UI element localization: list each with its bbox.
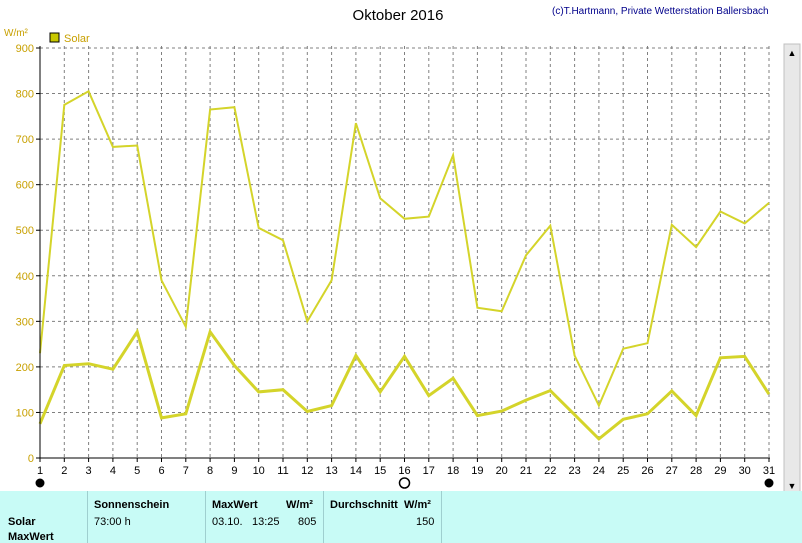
x-tick-label: 16 — [398, 465, 410, 477]
y-tick-label: 300 — [16, 316, 34, 328]
x-tick-label: 10 — [253, 465, 265, 477]
x-axis-ticks: 1 2 3 4 5 6 7 8 9 10 11 12 13 14 15 16 17 18 19 20 21 22 23 24 2… — [37, 458, 775, 477]
x-tick-label: 25 — [617, 465, 629, 477]
x-tick-label: 19 — [471, 465, 483, 477]
x-tick-label: 21 — [520, 465, 532, 477]
credit-text: (c)T.Hartmann, Private Wetterstation Bal… — [552, 6, 769, 17]
sunshine-header: Sonnenschein — [94, 499, 170, 511]
x-tick-label: 12 — [301, 465, 313, 477]
x-tick-label: 1 — [37, 465, 43, 477]
x-tick-label: 7 — [183, 465, 189, 477]
row-label-solar: Solar — [8, 516, 36, 528]
vertical-scrollbar[interactable] — [783, 43, 801, 491]
x-tick-label: 8 — [207, 465, 213, 477]
x-tick-label: 20 — [496, 465, 508, 477]
legend-label: Solar — [64, 33, 90, 45]
x-tick-label: 13 — [325, 465, 337, 477]
sunshine-cell: Sonnenschein 73:00 h — [88, 491, 206, 543]
x-tick-label: 24 — [593, 465, 605, 477]
avg-unit: W/m² — [404, 499, 431, 511]
y-axis-unit: W/m² — [4, 28, 29, 39]
sunshine-value: 73:00 h — [94, 516, 131, 528]
y-tick-label: 0 — [28, 453, 34, 465]
x-tick-label: 17 — [423, 465, 435, 477]
day-markers — [35, 477, 774, 489]
chart-title: Oktober 2016 — [353, 7, 444, 24]
x-tick-label: 3 — [86, 465, 92, 477]
row-label-max: MaxWert — [8, 531, 54, 543]
x-tick-label: 29 — [714, 465, 726, 477]
x-tick-label: 28 — [690, 465, 702, 477]
x-tick-label: 26 — [641, 465, 653, 477]
y-axis-ticks: 0 100 200 300 400 500 600 700 800 900 — [16, 43, 40, 465]
avg-value: 150 — [416, 516, 435, 528]
solar-chart: Oktober 2016 (c)T.Hartmann, Private Wett… — [4, 6, 801, 491]
legend-swatch — [49, 32, 60, 43]
y-tick-label: 800 — [16, 89, 34, 101]
grid-lines — [40, 46, 770, 458]
x-tick-label: 22 — [544, 465, 556, 477]
x-tick-label: 31 — [763, 465, 775, 477]
y-tick-label: 700 — [16, 134, 34, 146]
average-cell: Durchschnitt W/m² 150 — [324, 491, 442, 543]
x-tick-label: 5 — [134, 465, 140, 477]
x-tick-label: 27 — [666, 465, 678, 477]
y-tick-label: 500 — [16, 225, 34, 237]
x-tick-label: 4 — [110, 465, 116, 477]
max-unit: W/m² — [286, 499, 313, 511]
max-time: 13:25 — [252, 516, 280, 528]
y-tick-label: 600 — [16, 180, 34, 192]
y-tick-label: 200 — [16, 362, 34, 374]
filled-circle-icon — [35, 478, 45, 488]
scroll-down-icon[interactable]: ▼ — [788, 481, 797, 491]
row-label-cell: Solar MaxWert — [0, 491, 88, 543]
max-date: 03.10. — [212, 516, 243, 528]
y-tick-label: 900 — [16, 43, 34, 55]
filled-circle-icon — [764, 478, 774, 488]
summary-panel: Solar MaxWert Sonnenschein 73:00 h MaxWe… — [0, 491, 802, 543]
x-tick-label: 15 — [374, 465, 386, 477]
x-tick-label: 18 — [447, 465, 459, 477]
max-value: 805 — [298, 516, 317, 528]
y-tick-label: 400 — [16, 271, 34, 283]
solar-series-line-2 — [38, 328, 771, 441]
y-tick-label: 100 — [16, 407, 34, 419]
x-tick-label: 30 — [739, 465, 751, 477]
x-tick-label: 23 — [568, 465, 580, 477]
x-tick-label: 6 — [158, 465, 164, 477]
x-tick-label: 11 — [277, 465, 288, 477]
solar-series-line-1 — [39, 89, 770, 409]
x-tick-label: 14 — [350, 465, 362, 477]
max-header: MaxWert — [212, 499, 258, 511]
max-cell: MaxWert W/m² 03.10. 13:25 805 — [206, 491, 324, 543]
avg-header: Durchschnitt — [330, 499, 398, 511]
open-circle-icon — [398, 477, 411, 489]
x-tick-label: 9 — [231, 465, 237, 477]
series-lines — [38, 89, 771, 441]
scroll-up-icon[interactable]: ▲ — [788, 48, 797, 58]
x-tick-label: 2 — [61, 465, 67, 477]
